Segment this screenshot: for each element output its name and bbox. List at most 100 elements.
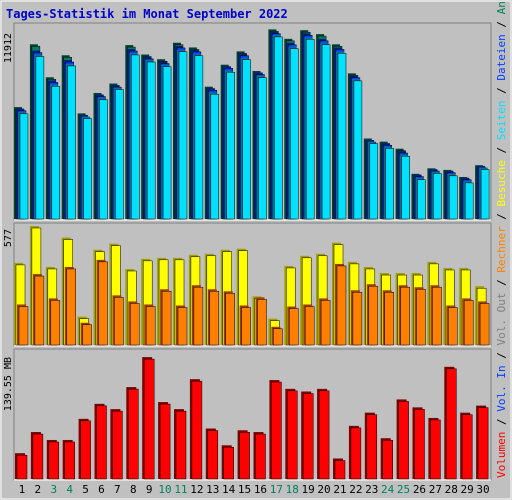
- bar-kbytes-volumen-day-25: [398, 401, 409, 480]
- bar-kbytes-volumen-day-11: [175, 410, 187, 480]
- bar-visits-rechner-day-30: [479, 303, 490, 346]
- x-tick-day-18: 18: [286, 483, 299, 496]
- bar-kbytes-volumen-day-14: [223, 447, 234, 480]
- bar-kbytes-volumen-day-12: [191, 380, 203, 480]
- y-max-label-kbytes: 139.55 MB: [3, 357, 14, 411]
- bar-hits-seiten-day-4: [67, 65, 76, 220]
- bar-visits-rechner-day-28: [448, 307, 458, 346]
- y-max-label-hits: 11912: [3, 33, 14, 63]
- legend-separator: /: [495, 81, 508, 101]
- legend-separator: /: [495, 412, 508, 432]
- x-tick-day-27: 27: [429, 483, 442, 496]
- x-tick-day-7: 7: [114, 483, 121, 496]
- bar-hits-seiten-day-7: [115, 89, 124, 220]
- bar-kbytes-volumen-day-30: [477, 407, 489, 480]
- bar-hits-seiten-day-8: [131, 54, 140, 220]
- bar-visits-rechner-day-19: [304, 306, 315, 346]
- bar-kbytes-volumen-day-29: [461, 414, 473, 480]
- bar-visits-rechner-day-15: [241, 307, 251, 346]
- bar-hits-seiten-day-3: [51, 86, 61, 220]
- bar-visits-rechner-day-17: [273, 328, 283, 346]
- bar-visits-rechner-day-3: [50, 300, 61, 346]
- bar-hits-seiten-day-16: [258, 77, 267, 220]
- legend-item-seiten: Seiten: [495, 100, 508, 140]
- bar-visits-rechner-day-4: [66, 268, 76, 346]
- legend-item-rechner: Rechner: [495, 226, 508, 273]
- x-tick-day-3: 3: [50, 483, 57, 496]
- bar-hits-seiten-day-25: [401, 155, 410, 220]
- bar-hits-seiten-day-13: [210, 93, 220, 220]
- legend-item-besuche: Besuche: [495, 160, 508, 206]
- bar-hits-seiten-day-18: [290, 48, 299, 220]
- x-tick-day-4: 4: [66, 483, 73, 496]
- bar-hits-seiten-day-27: [433, 173, 442, 220]
- bar-kbytes-volumen-day-18: [287, 390, 298, 480]
- legend-item-volumen: Volumen: [495, 432, 508, 478]
- bar-kbytes-volumen-day-13: [207, 430, 219, 480]
- x-tick-day-10: 10: [158, 483, 171, 496]
- bar-visits-rechner-day-5: [82, 324, 92, 346]
- bar-kbytes-volumen-day-15: [239, 432, 250, 480]
- bar-hits-seiten-day-1: [19, 113, 29, 220]
- bar-hits-seiten-day-5: [83, 118, 92, 220]
- bar-hits-seiten-day-21: [337, 53, 347, 220]
- panel-frame-kbytes: [13, 348, 492, 481]
- legend-item-dateien: Dateien: [495, 34, 508, 80]
- x-tick-day-13: 13: [206, 483, 219, 496]
- x-tick-day-14: 14: [222, 483, 236, 496]
- bar-kbytes-volumen-day-23: [366, 414, 378, 480]
- bar-kbytes-volumen-day-16: [255, 433, 266, 480]
- bar-kbytes-volumen-day-19: [302, 393, 314, 480]
- bar-visits-rechner-day-7: [114, 297, 124, 346]
- bar-visits-rechner-day-14: [225, 293, 235, 346]
- bar-visits-rechner-day-18: [289, 308, 299, 346]
- bar-kbytes-volumen-day-4: [64, 441, 75, 480]
- legend-separator: /: [495, 14, 508, 34]
- chart-bars: [14, 29, 490, 480]
- bar-hits-seiten-day-11: [178, 51, 188, 220]
- x-tick-day-30: 30: [476, 483, 489, 496]
- bar-hits-seiten-day-6: [99, 99, 108, 220]
- chart-title: Tages-Statistik im Monat September 2022: [6, 7, 288, 21]
- x-tick-day-21: 21: [333, 483, 346, 496]
- legend-separator: /: [495, 273, 508, 293]
- bar-kbytes-volumen-day-26: [414, 409, 425, 480]
- bar-kbytes-volumen-day-7: [112, 410, 123, 480]
- bar-kbytes-volumen-day-21: [334, 460, 346, 480]
- x-tick-day-16: 16: [254, 483, 267, 496]
- x-tick-day-5: 5: [82, 483, 89, 496]
- legend-item-vol-in: Vol. In: [495, 365, 508, 411]
- legend-item-vol-out: Vol. Out: [495, 293, 508, 346]
- x-tick-day-8: 8: [130, 483, 137, 496]
- bar-visits-rechner-day-21: [336, 265, 347, 346]
- bar-hits-seiten-day-19: [305, 39, 315, 220]
- x-tick-day-9: 9: [146, 483, 153, 496]
- bar-visits-rechner-day-25: [400, 286, 410, 346]
- x-tick-day-26: 26: [413, 483, 426, 496]
- x-tick-day-19: 19: [302, 483, 315, 496]
- bar-visits-rechner-day-26: [416, 288, 426, 346]
- x-tick-day-22: 22: [349, 483, 362, 496]
- bar-visits-rechner-day-20: [320, 300, 331, 346]
- legend: Volumen / Vol. In / Vol. Out / Rechner /…: [495, 0, 508, 478]
- bar-kbytes-volumen-day-8: [128, 388, 139, 480]
- bar-hits-seiten-day-2: [35, 56, 45, 220]
- bar-visits-rechner-day-9: [145, 306, 156, 346]
- bar-visits-rechner-day-27: [432, 286, 442, 346]
- bar-kbytes-volumen-day-20: [318, 390, 330, 480]
- bar-visits-rechner-day-6: [98, 261, 108, 346]
- bar-hits-seiten-day-15: [242, 59, 251, 220]
- x-tick-day-25: 25: [397, 483, 410, 496]
- bar-hits-seiten-day-10: [162, 66, 172, 220]
- x-tick-day-29: 29: [461, 483, 474, 496]
- bar-kbytes-volumen-day-27: [430, 419, 441, 480]
- bar-hits-seiten-day-22: [353, 80, 363, 220]
- bar-hits-seiten-day-24: [385, 148, 394, 220]
- bar-hits-seiten-day-20: [321, 44, 331, 220]
- bar-visits-rechner-day-24: [384, 292, 394, 346]
- x-tick-day-23: 23: [365, 483, 378, 496]
- bar-hits-seiten-day-29: [464, 182, 474, 220]
